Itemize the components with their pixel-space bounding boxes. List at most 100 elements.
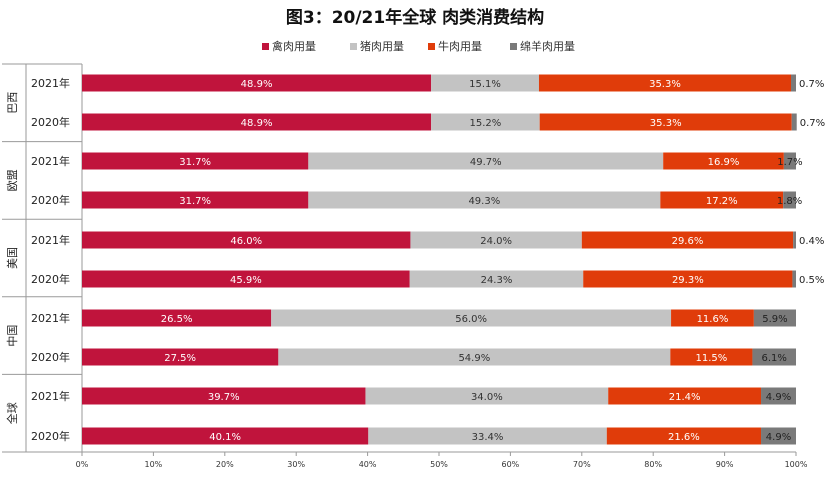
bar-segment xyxy=(82,231,411,249)
bar-segment xyxy=(761,387,796,405)
data-label: 34.0% xyxy=(471,392,503,403)
data-label: 48.9% xyxy=(241,118,273,129)
group-label-text: 美国 xyxy=(6,247,19,269)
bar-segment xyxy=(308,152,664,170)
data-label: 27.5% xyxy=(164,353,196,364)
year-label: 2020年 xyxy=(31,115,70,129)
group-label-2: 欧盟 xyxy=(6,169,19,191)
x-tick-label: 0% xyxy=(76,460,89,469)
group-label-text: 巴西 xyxy=(6,92,19,114)
x-tick-label: 60% xyxy=(502,460,520,469)
bar-segment xyxy=(783,191,796,209)
data-label: 6.1% xyxy=(762,353,787,364)
bar-segment xyxy=(82,387,366,405)
data-label: 11.5% xyxy=(696,353,728,364)
x-tick-label: 50% xyxy=(430,460,448,469)
data-label: 15.2% xyxy=(470,118,502,129)
data-label: 46.0% xyxy=(230,236,262,247)
bars: 2021年 48.9% 15.1% 35.3% 0.7% 2020年 48.9% 15.2% 3… xyxy=(31,74,825,445)
bar-row: 2021年 39.7% 34.0% 21.4% 4.9% xyxy=(31,387,796,405)
legend-item-4: 绵羊肉用量 xyxy=(510,39,575,53)
bar-segment xyxy=(410,231,582,249)
data-label: 21.4% xyxy=(669,392,701,403)
data-label: 29.6% xyxy=(672,236,704,247)
data-label: 17.2% xyxy=(706,196,738,207)
bar-segment xyxy=(82,270,410,288)
group-label-text: 中国 xyxy=(6,325,19,347)
x-tick-label: 80% xyxy=(644,460,662,469)
group-label-3: 美国 xyxy=(6,247,19,269)
data-label: 0.4% xyxy=(799,236,824,247)
bar-segment xyxy=(660,191,784,209)
bar-row: 2020年 31.7% 49.3% 17.2% 1.8% xyxy=(31,191,802,209)
legend-label: 绵羊肉用量 xyxy=(520,39,575,53)
year-label: 2020年 xyxy=(31,429,70,443)
data-label: 35.3% xyxy=(649,79,681,90)
bar-row: 2020年 48.9% 15.2% 35.3% 0.7% xyxy=(31,113,825,131)
bar-segment xyxy=(431,74,539,92)
bar-segment xyxy=(431,113,540,131)
x-tick-label: 90% xyxy=(716,460,734,469)
year-label: 2020年 xyxy=(31,272,70,286)
bar-segment xyxy=(82,152,309,170)
bar-segment xyxy=(271,309,672,327)
legend-swatch xyxy=(262,43,269,50)
x-tick-label: 10% xyxy=(145,460,163,469)
bar-segment xyxy=(82,309,272,327)
data-label: 5.9% xyxy=(762,314,787,325)
bar-segment xyxy=(581,231,794,249)
legend-item-1: 禽肉用量 xyxy=(262,39,316,53)
data-label: 11.6% xyxy=(697,314,729,325)
bar-segment xyxy=(783,152,796,170)
data-label: 0.7% xyxy=(800,118,825,129)
bar-segment xyxy=(538,74,792,92)
bar-segment xyxy=(539,113,792,131)
bar-segment xyxy=(761,427,796,445)
legend-item-3: 牛肉用量 xyxy=(428,39,482,53)
legend-swatch xyxy=(350,43,357,50)
bar-segment xyxy=(791,113,797,131)
x-tick-label: 30% xyxy=(287,460,305,469)
year-label: 2020年 xyxy=(31,193,70,207)
group-label-4: 中国 xyxy=(6,325,19,347)
data-label: 29.3% xyxy=(672,275,704,286)
bar-segment xyxy=(278,348,671,366)
legend-swatch xyxy=(428,43,435,50)
legend: 禽肉用量 猪肉用量 牛肉用量 绵羊肉用量 xyxy=(262,39,575,53)
bar-row: 2020年 45.9% 24.3% 29.3% 0.5% xyxy=(31,270,824,288)
data-label: 40.1% xyxy=(209,432,241,443)
legend-label: 禽肉用量 xyxy=(272,39,316,53)
data-label: 21.6% xyxy=(668,432,700,443)
bar-segment xyxy=(365,387,609,405)
data-label: 16.9% xyxy=(708,157,740,168)
bar-row: 2021年 46.0% 24.0% 29.6% 0.4% xyxy=(31,231,824,249)
bar-segment xyxy=(409,270,584,288)
bar-segment xyxy=(82,191,309,209)
year-label: 2021年 xyxy=(31,154,70,168)
data-label: 26.5% xyxy=(161,314,193,325)
data-label: 31.7% xyxy=(179,157,211,168)
bar-segment xyxy=(663,152,784,170)
year-label: 2021年 xyxy=(31,76,70,90)
x-tick-label: 100% xyxy=(785,460,808,469)
data-label: 24.0% xyxy=(480,236,512,247)
bar-row: 2020年 40.1% 33.4% 21.6% 4.9% xyxy=(31,427,796,445)
bar-segment xyxy=(583,270,793,288)
bar-segment xyxy=(308,191,661,209)
bar-row: 2020年 27.5% 54.9% 11.5% 6.1% xyxy=(31,348,796,366)
chart-title: 图3：20/21年全球 肉类消费结构 xyxy=(286,7,544,28)
group-label-1: 巴西 xyxy=(6,92,19,114)
data-label: 1.8% xyxy=(777,196,802,207)
bar-segment xyxy=(368,427,607,445)
legend-label: 猪肉用量 xyxy=(360,40,404,53)
data-label: 24.3% xyxy=(481,275,513,286)
year-label: 2021年 xyxy=(31,311,70,325)
bar-segment xyxy=(792,270,796,288)
data-label: 48.9% xyxy=(241,79,273,90)
x-tick-label: 40% xyxy=(359,460,377,469)
data-label: 4.9% xyxy=(766,432,791,443)
legend-item-2: 猪肉用量 xyxy=(350,40,404,53)
bar-segment xyxy=(671,309,754,327)
group-label-5: 全球 xyxy=(5,402,19,424)
